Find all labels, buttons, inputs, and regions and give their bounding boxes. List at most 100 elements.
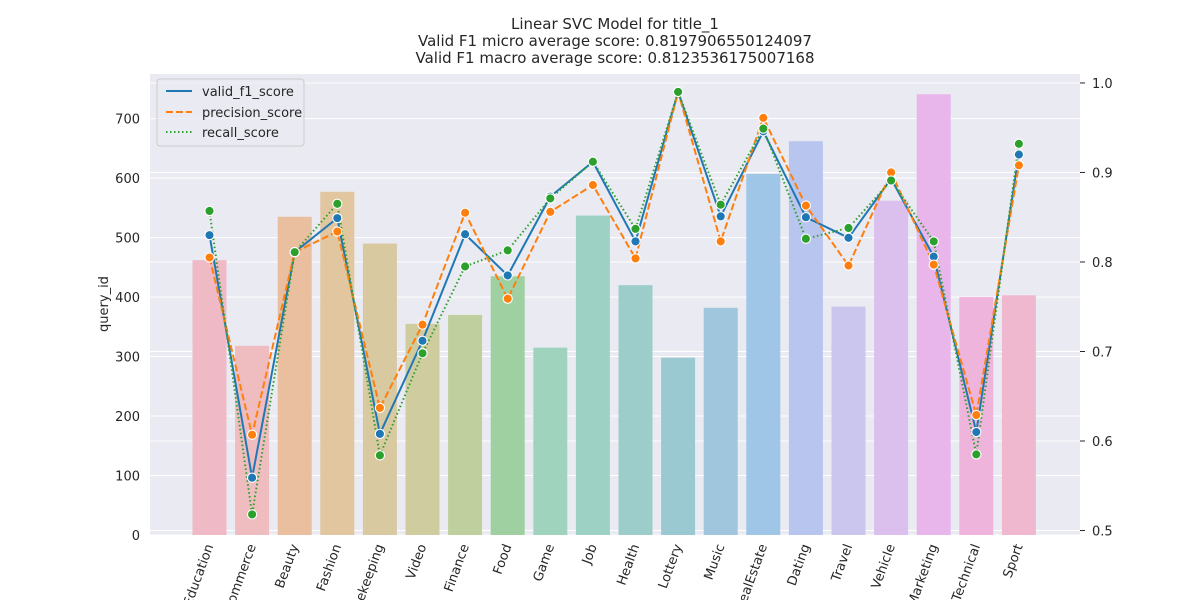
series-lines bbox=[208, 90, 1020, 516]
point-valid-f1-score-sport bbox=[1013, 149, 1025, 160]
point-valid-f1-score-dating bbox=[800, 212, 812, 223]
x-axis-labels: Education Commerce Beauty Fashion ekeeping Vi… bbox=[181, 542, 1027, 604]
point-recall-score-lottery bbox=[672, 86, 684, 98]
point-precision-score-dating bbox=[800, 200, 812, 211]
x-label-technical: Technical bbox=[949, 542, 984, 600]
point-recall-score-ecommerce bbox=[246, 509, 258, 520]
x-label-food: Food bbox=[491, 542, 516, 576]
x-label-housekeeping: ekeeping bbox=[353, 542, 387, 600]
right-tick-label-0: 0.5 bbox=[1092, 525, 1113, 540]
point-recall-score-vehicle bbox=[885, 175, 897, 186]
bar-vehicle bbox=[874, 200, 909, 536]
point-recall-score-education bbox=[204, 205, 215, 217]
bar-beauty bbox=[277, 216, 312, 535]
point-precision-score-ecommerce bbox=[246, 429, 258, 440]
point-precision-score-job bbox=[587, 179, 599, 191]
bar-job bbox=[575, 215, 610, 536]
point-valid-f1-score-technical bbox=[971, 426, 982, 438]
point-precision-score-video bbox=[417, 319, 428, 330]
x-label-game: Game bbox=[531, 542, 558, 583]
point-recall-score-sport bbox=[1013, 138, 1025, 149]
series-points bbox=[204, 86, 1025, 520]
bar-sport bbox=[1001, 295, 1036, 535]
bar-music bbox=[703, 307, 738, 535]
point-recall-score-beauty bbox=[289, 246, 300, 258]
x-label-lottery: Lottery bbox=[656, 542, 686, 591]
left-tick-label-100: 100 bbox=[115, 470, 140, 485]
bar-marketing bbox=[916, 94, 951, 535]
x-label-ecommerce: Commerce bbox=[222, 542, 260, 600]
point-precision-score-finance bbox=[459, 207, 471, 218]
point-valid-f1-score-video bbox=[417, 335, 428, 346]
left-tick-label-0: 0 bbox=[132, 529, 140, 544]
point-valid-f1-score-health bbox=[630, 236, 641, 247]
bar-game bbox=[533, 347, 568, 535]
y-axis-label-left: query_id bbox=[97, 276, 112, 332]
right-tick-label-5: 1.0 bbox=[1092, 77, 1113, 92]
point-recall-score-game bbox=[545, 193, 556, 204]
x-label-music: Music bbox=[702, 542, 729, 582]
left-tick-label-700: 700 bbox=[115, 113, 140, 128]
right-tick-label-4: 0.9 bbox=[1092, 166, 1113, 181]
x-label-video: Video bbox=[404, 542, 431, 581]
point-precision-score-music bbox=[715, 236, 726, 247]
x-label-travel: Travel bbox=[829, 542, 857, 584]
point-precision-score-food bbox=[502, 293, 513, 304]
point-recall-score-music bbox=[715, 199, 726, 210]
bar-realestate bbox=[746, 173, 781, 535]
bar-video bbox=[405, 323, 440, 535]
point-recall-score-finance bbox=[459, 261, 471, 272]
bar-dating bbox=[788, 141, 823, 535]
point-valid-f1-score-travel bbox=[843, 232, 854, 243]
right-axis-ticks: 0.5 0.6 0.7 0.8 0.9 1.0 bbox=[1080, 77, 1113, 540]
point-precision-score-game bbox=[545, 206, 556, 218]
right-tick-label-2: 0.7 bbox=[1092, 345, 1113, 360]
left-axis-ticks: 0 100 200 300 400 500 600 700 bbox=[115, 113, 140, 544]
x-label-vehicle: Vehicle bbox=[869, 542, 899, 591]
point-recall-score-fashion bbox=[332, 198, 343, 209]
left-tick-label-600: 600 bbox=[115, 172, 140, 187]
point-precision-score-education bbox=[204, 252, 215, 263]
left-tick-label-200: 200 bbox=[115, 410, 140, 425]
chart-title-line-2: Valid F1 micro average score: 0.81979065… bbox=[418, 32, 812, 50]
point-recall-score-food bbox=[502, 245, 513, 256]
bar-education bbox=[192, 260, 227, 535]
point-recall-score-technical bbox=[971, 449, 982, 460]
bar-food bbox=[490, 276, 525, 535]
x-label-sport: Sport bbox=[1001, 542, 1027, 580]
x-label-education: Education bbox=[181, 542, 217, 600]
x-label-beauty: Beauty bbox=[273, 542, 303, 591]
point-valid-f1-score-food bbox=[502, 270, 513, 281]
right-tick-label-1: 0.6 bbox=[1092, 435, 1113, 450]
x-label-realestate: ealEstate bbox=[736, 542, 771, 600]
point-recall-score-dating bbox=[800, 233, 812, 244]
point-recall-score-realestate bbox=[758, 123, 769, 134]
x-label-job: Job bbox=[579, 542, 600, 567]
left-tick-label-300: 300 bbox=[115, 351, 140, 366]
legend-label-f1: valid_f1_score bbox=[202, 85, 294, 100]
bar-finance bbox=[448, 314, 483, 535]
point-precision-score-realestate bbox=[758, 112, 769, 124]
bar-lottery bbox=[661, 357, 696, 535]
left-tick-label-500: 500 bbox=[115, 232, 140, 247]
point-recall-score-job bbox=[587, 156, 599, 167]
point-recall-score-video bbox=[417, 348, 428, 359]
legend-label-precision: precision_score bbox=[202, 106, 302, 121]
point-valid-f1-score-housekeeping bbox=[374, 428, 386, 439]
point-precision-score-health bbox=[630, 253, 641, 264]
left-tick-label-400: 400 bbox=[115, 291, 140, 306]
point-valid-f1-score-fashion bbox=[332, 212, 343, 224]
legend-label-recall: recall_score bbox=[202, 126, 279, 141]
point-recall-score-travel bbox=[843, 222, 854, 234]
chart-title-line-1: Linear SVC Model for title_1 bbox=[511, 15, 719, 34]
point-valid-f1-score-education bbox=[204, 229, 215, 241]
point-recall-score-marketing bbox=[928, 236, 939, 247]
point-recall-score-housekeeping bbox=[374, 450, 386, 461]
point-precision-score-sport bbox=[1013, 160, 1025, 171]
point-valid-f1-score-music bbox=[715, 211, 726, 222]
chart-title-line-3: Valid F1 macro average score: 0.81235361… bbox=[416, 49, 815, 67]
x-label-health: Health bbox=[615, 542, 644, 587]
line-precision-score bbox=[208, 90, 1020, 436]
